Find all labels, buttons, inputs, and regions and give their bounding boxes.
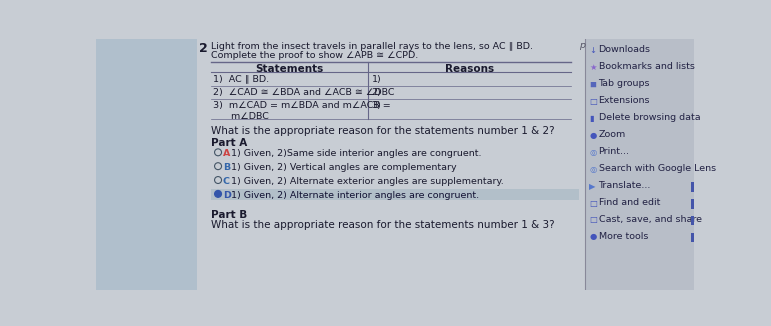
Text: ▶: ▶: [589, 182, 596, 191]
Text: Find and edit: Find and edit: [598, 198, 660, 207]
Text: Delete browsing data: Delete browsing data: [598, 113, 700, 122]
Bar: [96, 39, 197, 290]
Text: Zoom: Zoom: [598, 130, 626, 139]
Text: ◎: ◎: [589, 148, 597, 157]
Text: Tab groups: Tab groups: [598, 79, 650, 88]
Text: Reasons: Reasons: [445, 64, 494, 74]
Text: Light from the insect travels in parallel rays to the lens, so AC ∥ BD.: Light from the insect travels in paralle…: [211, 42, 533, 51]
Text: ◎: ◎: [589, 165, 597, 174]
Text: A: A: [223, 149, 230, 158]
Text: p: p: [579, 41, 585, 51]
Text: C: C: [223, 177, 230, 186]
Text: 1) Given, 2)Same side interior angles are congruent.: 1) Given, 2)Same side interior angles ar…: [231, 149, 482, 158]
Text: 3)  m∠CAD = m∠BDA and m∠ACB =
      m∠DBC: 3) m∠CAD = m∠BDA and m∠ACB = m∠DBC: [214, 101, 391, 121]
Text: Downloads: Downloads: [598, 45, 651, 54]
Text: 2: 2: [200, 42, 208, 55]
Text: ◼: ◼: [589, 80, 596, 89]
Text: □: □: [589, 215, 598, 224]
Bar: [211, 189, 579, 200]
Bar: [691, 216, 694, 226]
Text: Part A: Part A: [211, 139, 247, 148]
Text: Extensions: Extensions: [598, 96, 650, 105]
Text: ▮: ▮: [589, 114, 594, 123]
Bar: [691, 233, 694, 243]
Text: 2)  ∠CAD ≅ ∠BDA and ∠ACB ≅ ∠DBC: 2) ∠CAD ≅ ∠BDA and ∠ACB ≅ ∠DBC: [214, 88, 395, 97]
Text: Cast, save, and share: Cast, save, and share: [598, 215, 702, 224]
Circle shape: [214, 190, 221, 197]
Text: ●: ●: [589, 131, 597, 140]
Text: Complete the proof to show ∠APB ≅ ∠CPD.: Complete the proof to show ∠APB ≅ ∠CPD.: [211, 51, 419, 60]
Text: 1) Given, 2) Vertical angles are complementary: 1) Given, 2) Vertical angles are complem…: [231, 163, 457, 172]
Text: ★: ★: [589, 63, 597, 72]
Text: □: □: [589, 97, 598, 106]
Bar: [691, 182, 694, 192]
Text: ↓: ↓: [589, 46, 596, 55]
Text: Statements: Statements: [255, 64, 324, 74]
Text: Search with Google Lens: Search with Google Lens: [598, 164, 715, 173]
Text: 1)  AC ∥ BD.: 1) AC ∥ BD.: [214, 75, 270, 83]
Text: 3): 3): [372, 101, 382, 111]
Text: B: B: [223, 163, 230, 172]
Text: 1) Given, 2) Alternate interior angles are congruent.: 1) Given, 2) Alternate interior angles a…: [231, 191, 480, 200]
Text: ●: ●: [589, 232, 597, 241]
Text: Translate...: Translate...: [598, 181, 651, 190]
Text: D: D: [223, 191, 231, 200]
Text: What is the appropriate reason for the statements number 1 & 3?: What is the appropriate reason for the s…: [211, 220, 554, 230]
Text: 1) Given, 2) Alternate exterior angles are supplementary.: 1) Given, 2) Alternate exterior angles a…: [231, 177, 504, 186]
Text: Part B: Part B: [211, 210, 247, 220]
Text: 1): 1): [372, 75, 381, 83]
Text: What is the appropriate reason for the statements number 1 & 2?: What is the appropriate reason for the s…: [211, 126, 554, 136]
Bar: [691, 199, 694, 209]
Bar: [584, 39, 694, 290]
Text: □: □: [589, 199, 598, 208]
Text: More tools: More tools: [598, 231, 648, 241]
Text: Bookmarks and lists: Bookmarks and lists: [598, 62, 695, 71]
Text: 2): 2): [372, 88, 381, 97]
Text: Print...: Print...: [598, 147, 630, 156]
